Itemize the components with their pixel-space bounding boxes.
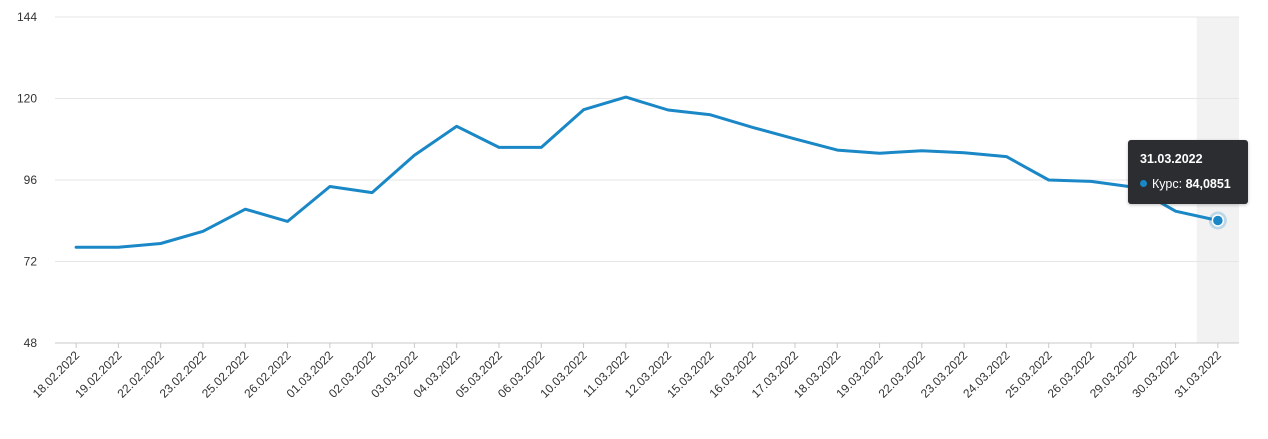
data-point	[1174, 209, 1178, 213]
data-point	[1047, 178, 1051, 182]
data-point	[582, 108, 586, 112]
data-point	[539, 145, 543, 149]
tooltip-row: Курс: 84,0851	[1140, 177, 1231, 191]
data-point	[74, 245, 78, 249]
data-point	[708, 113, 712, 117]
tooltip-series-dot	[1140, 180, 1147, 187]
data-point	[878, 151, 882, 155]
data-point	[751, 125, 755, 129]
data-point	[286, 219, 290, 223]
data-point	[1004, 155, 1008, 159]
data-point	[455, 124, 459, 128]
y-tick-label: 144	[17, 10, 37, 24]
tooltip-date: 31.03.2022	[1140, 152, 1203, 166]
data-point	[1089, 179, 1093, 183]
highlight-point	[1211, 214, 1225, 227]
series-line	[74, 95, 1220, 249]
data-point	[666, 108, 670, 112]
data-point	[370, 191, 374, 195]
y-tick-label: 120	[17, 92, 37, 106]
data-point	[962, 151, 966, 155]
x-tick-label: 31.03.2022	[1172, 348, 1225, 401]
data-point	[159, 242, 163, 246]
data-point	[201, 229, 205, 233]
data-point	[328, 184, 332, 188]
data-point	[920, 149, 924, 153]
y-tick-label: 48	[24, 336, 38, 350]
tooltip-label: Курс:	[1152, 177, 1183, 191]
tooltip-value: 84,0851	[1185, 177, 1231, 191]
data-point	[793, 137, 797, 141]
data-point	[243, 207, 247, 211]
data-point	[412, 153, 416, 157]
data-point	[497, 145, 501, 149]
y-tick-label: 96	[24, 173, 38, 187]
data-point	[624, 95, 628, 99]
data-point	[835, 148, 839, 152]
data-point	[116, 245, 120, 249]
chart-tooltip: 31.03.2022 Курс: 84,0851	[1128, 140, 1248, 204]
y-tick-label: 72	[24, 255, 38, 269]
